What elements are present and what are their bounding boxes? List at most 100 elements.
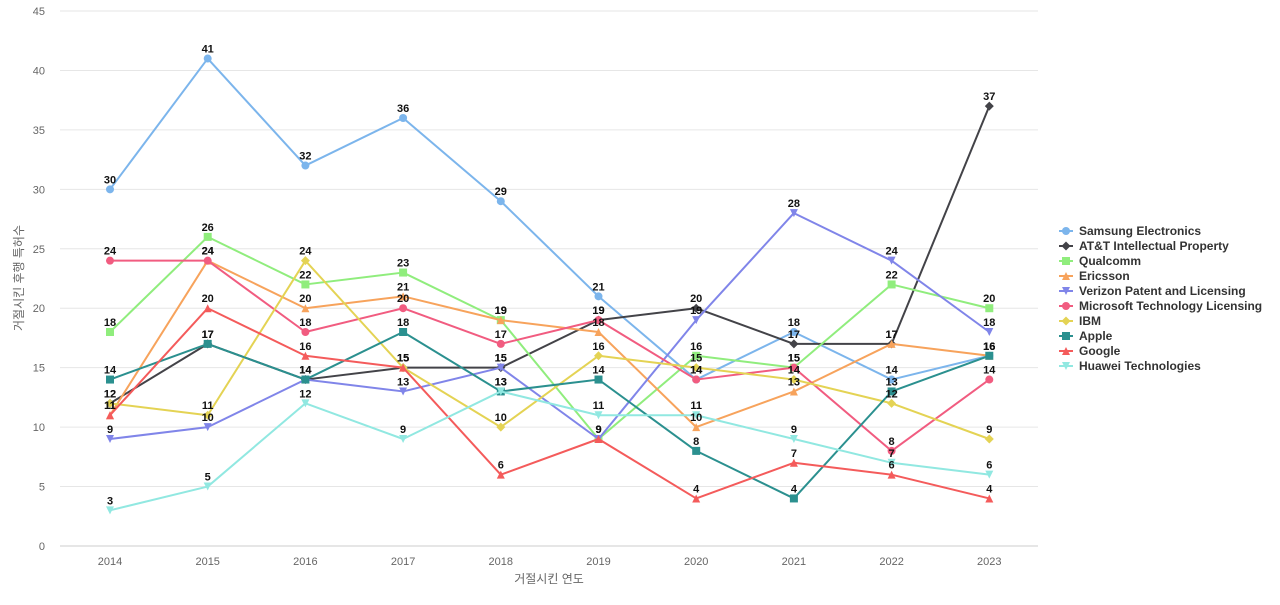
data-label: 11 <box>690 400 702 412</box>
data-label: 19 <box>592 305 604 317</box>
x-tick-label: 2016 <box>293 556 317 568</box>
data-label: 14 <box>592 365 605 377</box>
series-group <box>106 256 994 455</box>
data-point <box>594 435 603 443</box>
data-point <box>887 398 897 408</box>
x-tick-label: 2019 <box>586 556 610 568</box>
legend-item[interactable]: Qualcomm <box>1059 254 1141 268</box>
data-point <box>692 316 701 325</box>
data-label: 3 <box>107 495 113 507</box>
legend-item[interactable]: Apple <box>1059 329 1113 343</box>
legend-item[interactable]: Verizon Patent and Licensing <box>1059 284 1246 298</box>
data-label: 9 <box>595 424 601 436</box>
data-label: 17 <box>788 329 800 341</box>
data-label: 24 <box>202 246 215 258</box>
data-label: 17 <box>202 329 214 341</box>
legend-item[interactable]: IBM <box>1059 314 1101 328</box>
legend-label: Verizon Patent and Licensing <box>1079 284 1246 298</box>
y-axis-title: 거절시킨 후행 특허수 <box>11 225 26 331</box>
data-point <box>203 423 212 432</box>
data-label: 16 <box>983 341 995 353</box>
data-label: 15 <box>690 353 702 365</box>
legend-label: Huawei Technologies <box>1079 359 1201 373</box>
legend-label: Apple <box>1079 329 1113 343</box>
data-point <box>301 161 310 170</box>
y-tick-label: 0 <box>39 541 45 553</box>
data-label: 20 <box>397 293 409 305</box>
data-label: 24 <box>299 246 312 258</box>
x-tick-label: 2022 <box>879 556 903 568</box>
data-point <box>789 375 799 385</box>
data-point <box>594 411 603 420</box>
data-label: 21 <box>397 281 409 293</box>
legend-item[interactable]: Google <box>1059 344 1121 358</box>
series-line <box>109 57 990 381</box>
data-point <box>301 328 310 336</box>
data-point <box>985 375 994 384</box>
series-line <box>109 259 990 440</box>
data-label: 15 <box>397 353 409 365</box>
data-label: 12 <box>104 388 116 400</box>
x-tick-label: 2017 <box>391 556 415 568</box>
data-point <box>300 256 310 266</box>
legend-label: AT&T Intellectual Property <box>1079 239 1229 253</box>
data-label: 19 <box>690 305 702 317</box>
legend-item[interactable]: AT&T Intellectual Property <box>1059 239 1229 253</box>
data-label: 19 <box>495 305 507 317</box>
data-point <box>106 411 114 420</box>
data-point <box>496 316 505 325</box>
data-point <box>399 435 408 443</box>
legend-item[interactable]: Huawei Technologies <box>1059 359 1201 373</box>
y-tick-label: 45 <box>33 6 45 18</box>
legend-item[interactable]: Ericsson <box>1059 269 1130 283</box>
legend-item[interactable]: Microsoft Technology Licensing <box>1059 299 1262 313</box>
series-group <box>106 387 994 515</box>
y-tick-label: 5 <box>39 482 45 494</box>
data-point <box>984 434 994 444</box>
data-label: 10 <box>495 412 507 424</box>
data-point <box>887 446 896 455</box>
data-point <box>692 423 701 432</box>
data-label: 6 <box>498 460 504 472</box>
data-label: 15 <box>788 353 800 365</box>
data-label: 8 <box>693 436 699 448</box>
data-point <box>985 470 994 479</box>
x-tick-label: 2023 <box>977 556 1001 568</box>
data-point <box>301 375 310 384</box>
data-point <box>789 494 798 503</box>
data-point <box>691 303 701 313</box>
legend-item[interactable]: Samsung Electronics <box>1059 224 1201 238</box>
data-label: 6 <box>889 460 895 472</box>
data-point <box>692 411 701 420</box>
data-label: 11 <box>104 400 116 412</box>
data-label: 10 <box>202 412 214 424</box>
data-label: 20 <box>299 293 311 305</box>
data-point <box>692 375 701 384</box>
data-label: 24 <box>104 246 117 258</box>
data-label: 16 <box>299 341 311 353</box>
data-label: 4 <box>986 483 993 495</box>
data-label: 14 <box>104 365 117 377</box>
data-label: 9 <box>986 424 992 436</box>
x-tick-label: 2014 <box>98 556 122 568</box>
data-label: 17 <box>495 329 507 341</box>
data-label: 7 <box>889 448 895 460</box>
legend-label: Ericsson <box>1079 269 1130 283</box>
legend-label: Qualcomm <box>1079 254 1141 268</box>
series-line <box>109 235 990 440</box>
data-point <box>203 54 212 63</box>
data-label: 15 <box>495 353 507 365</box>
data-label: 28 <box>788 198 800 210</box>
legend-marker <box>1062 302 1070 310</box>
data-point <box>594 351 603 361</box>
data-label: 14 <box>983 365 996 377</box>
data-point <box>399 268 408 277</box>
legend-marker <box>1062 227 1070 235</box>
data-label: 17 <box>885 329 897 341</box>
data-label: 37 <box>983 91 995 103</box>
data-label: 14 <box>885 365 898 377</box>
data-label: 8 <box>889 436 895 448</box>
data-label: 22 <box>299 269 311 281</box>
data-point <box>399 304 408 313</box>
data-point <box>594 375 603 384</box>
